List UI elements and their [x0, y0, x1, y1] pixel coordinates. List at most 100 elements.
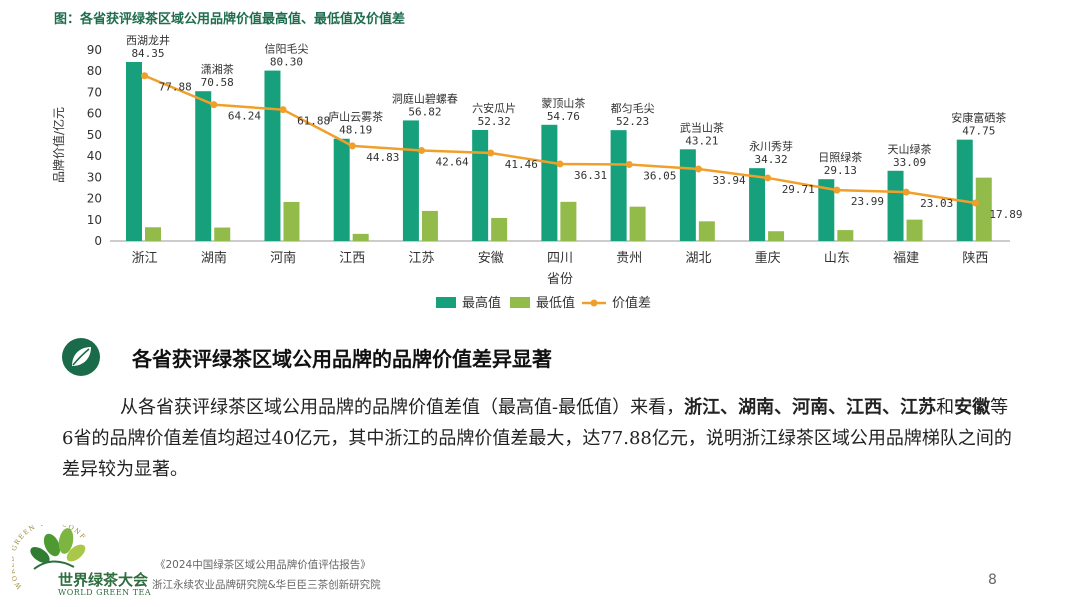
- diff-value-label: 29.71: [782, 183, 815, 196]
- bar-min: [214, 227, 231, 241]
- diff-value-label: 44.83: [366, 151, 399, 164]
- diff-point: [694, 165, 702, 173]
- diff-value-label: 36.05: [643, 169, 676, 182]
- bar-max: [195, 91, 212, 241]
- bar-min: [560, 201, 577, 241]
- legend-swatch-max: [436, 297, 456, 308]
- diff-point: [348, 142, 356, 150]
- brand-label: 潇湘茶: [201, 62, 234, 76]
- brand-label: 都匀毛尖: [611, 102, 655, 115]
- x-tick-label: 河南: [270, 250, 296, 266]
- x-tick-label: 江西: [339, 251, 365, 266]
- x-tick-label: 浙江: [132, 251, 158, 266]
- diff-value-label: 64.24: [228, 110, 261, 123]
- bar-min: [837, 230, 854, 241]
- bar-max: [264, 70, 281, 241]
- diff-value-label: 77.88: [159, 81, 192, 94]
- diff-point: [141, 72, 149, 80]
- bar-min: [629, 206, 646, 241]
- max-value-label: 48.19: [339, 124, 372, 137]
- legend-swatch-diff-point: [590, 299, 598, 307]
- diff-value-label: 36.31: [574, 169, 607, 182]
- max-value-label: 56.82: [408, 105, 441, 118]
- bar-min: [975, 177, 992, 241]
- diff-point: [625, 160, 633, 168]
- y-tick-label: 0: [94, 234, 102, 248]
- bar-min: [906, 219, 923, 241]
- bar-min: [768, 231, 785, 241]
- legend-label-min: 最低值: [536, 295, 575, 311]
- diff-value-label: 17.89: [989, 208, 1022, 221]
- bar-max: [610, 130, 627, 241]
- brand-label: 安康富硒茶: [951, 111, 1006, 125]
- max-value-label: 43.21: [685, 134, 718, 147]
- bar-min: [421, 210, 438, 241]
- y-axis-title: 品牌价值/亿元: [51, 107, 66, 183]
- legend-label-diff: 价值差: [612, 295, 651, 311]
- diff-value-label: 61.88: [297, 115, 330, 128]
- x-tick-label: 贵州: [616, 251, 642, 266]
- y-tick-label: 30: [87, 170, 102, 184]
- brand-label: 日照绿茶: [818, 150, 862, 164]
- diff-point: [902, 188, 910, 196]
- bar-max: [402, 120, 419, 241]
- footer-report-title: 《2024中国绿茶区域公用品牌价值评估报告》: [155, 559, 371, 571]
- max-value-label: 70.58: [201, 76, 234, 89]
- diff-value-label: 23.99: [851, 195, 884, 208]
- section-title: 各省获评绿茶区域公用品牌的品牌价值差异显著: [132, 346, 552, 371]
- legend-label-max: 最高值: [462, 295, 501, 311]
- logo-en-text: WORLD GREEN TEA: [58, 588, 152, 597]
- x-axis-title: 省份: [547, 272, 573, 287]
- bar-max: [956, 139, 973, 241]
- bar-max: [887, 170, 904, 241]
- footer-institutes: 浙江永续农业品牌研究院&华巨臣三茶创新研究院: [152, 579, 381, 591]
- brand-label: 武当山茶: [680, 120, 724, 134]
- bar-max: [818, 179, 835, 241]
- brand-label: 洞庭山碧螺春: [392, 91, 458, 105]
- diff-point: [556, 160, 564, 168]
- diff-point: [764, 174, 772, 182]
- diff-point: [971, 199, 979, 207]
- brand-label: 西湖龙井: [126, 33, 170, 47]
- max-value-label: 29.13: [824, 164, 857, 177]
- bar-max: [126, 61, 142, 241]
- diff-point: [418, 147, 426, 155]
- bar-max: [541, 124, 558, 241]
- y-tick-label: 80: [87, 64, 102, 78]
- diff-point: [487, 149, 495, 157]
- page-number: 8: [988, 572, 997, 588]
- bar-max: [333, 138, 350, 241]
- brand-label: 蒙顶山茶: [541, 97, 585, 110]
- bar-min: [491, 217, 508, 241]
- diff-value-label: 42.64: [436, 156, 469, 169]
- x-tick-label: 湖南: [201, 250, 227, 266]
- y-tick-label: 20: [87, 192, 102, 206]
- legend-swatch-min: [510, 297, 530, 308]
- max-value-label: 80.30: [270, 56, 303, 69]
- brand-label: 信阳毛尖: [264, 43, 308, 56]
- bar-min: [698, 221, 715, 241]
- max-value-label: 52.32: [478, 115, 511, 128]
- diff-point: [279, 106, 287, 114]
- logo-cn-text: 世界绿茶大会: [58, 571, 149, 589]
- bar-max: [472, 129, 489, 241]
- diff-value-label: 23.03: [920, 197, 953, 210]
- x-tick-label: 四川: [547, 251, 573, 266]
- y-tick-label: 50: [87, 128, 102, 142]
- max-value-label: 47.75: [962, 125, 995, 138]
- bar-min: [352, 233, 369, 241]
- x-tick-label: 江苏: [409, 250, 435, 266]
- figure-title: 图：各省获评绿茶区域公用品牌价值最高值、最低值及价值差: [54, 12, 406, 27]
- bar-max: [679, 149, 696, 241]
- diff-value-label: 41.46: [505, 158, 538, 171]
- x-tick-label: 山东: [824, 251, 850, 266]
- x-tick-label: 陕西: [962, 251, 988, 266]
- brand-label: 天山绿茶: [888, 142, 932, 156]
- max-value-label: 54.76: [547, 110, 580, 123]
- bar-max: [749, 168, 766, 241]
- y-tick-label: 10: [87, 213, 102, 227]
- bar-min: [145, 227, 161, 241]
- body-paragraph: 从各省获评绿茶区域公用品牌的品牌价值差值（最高值-最低值）来看，浙江、湖南、河南…: [62, 397, 1012, 480]
- tea-leaf-icon: [62, 338, 100, 376]
